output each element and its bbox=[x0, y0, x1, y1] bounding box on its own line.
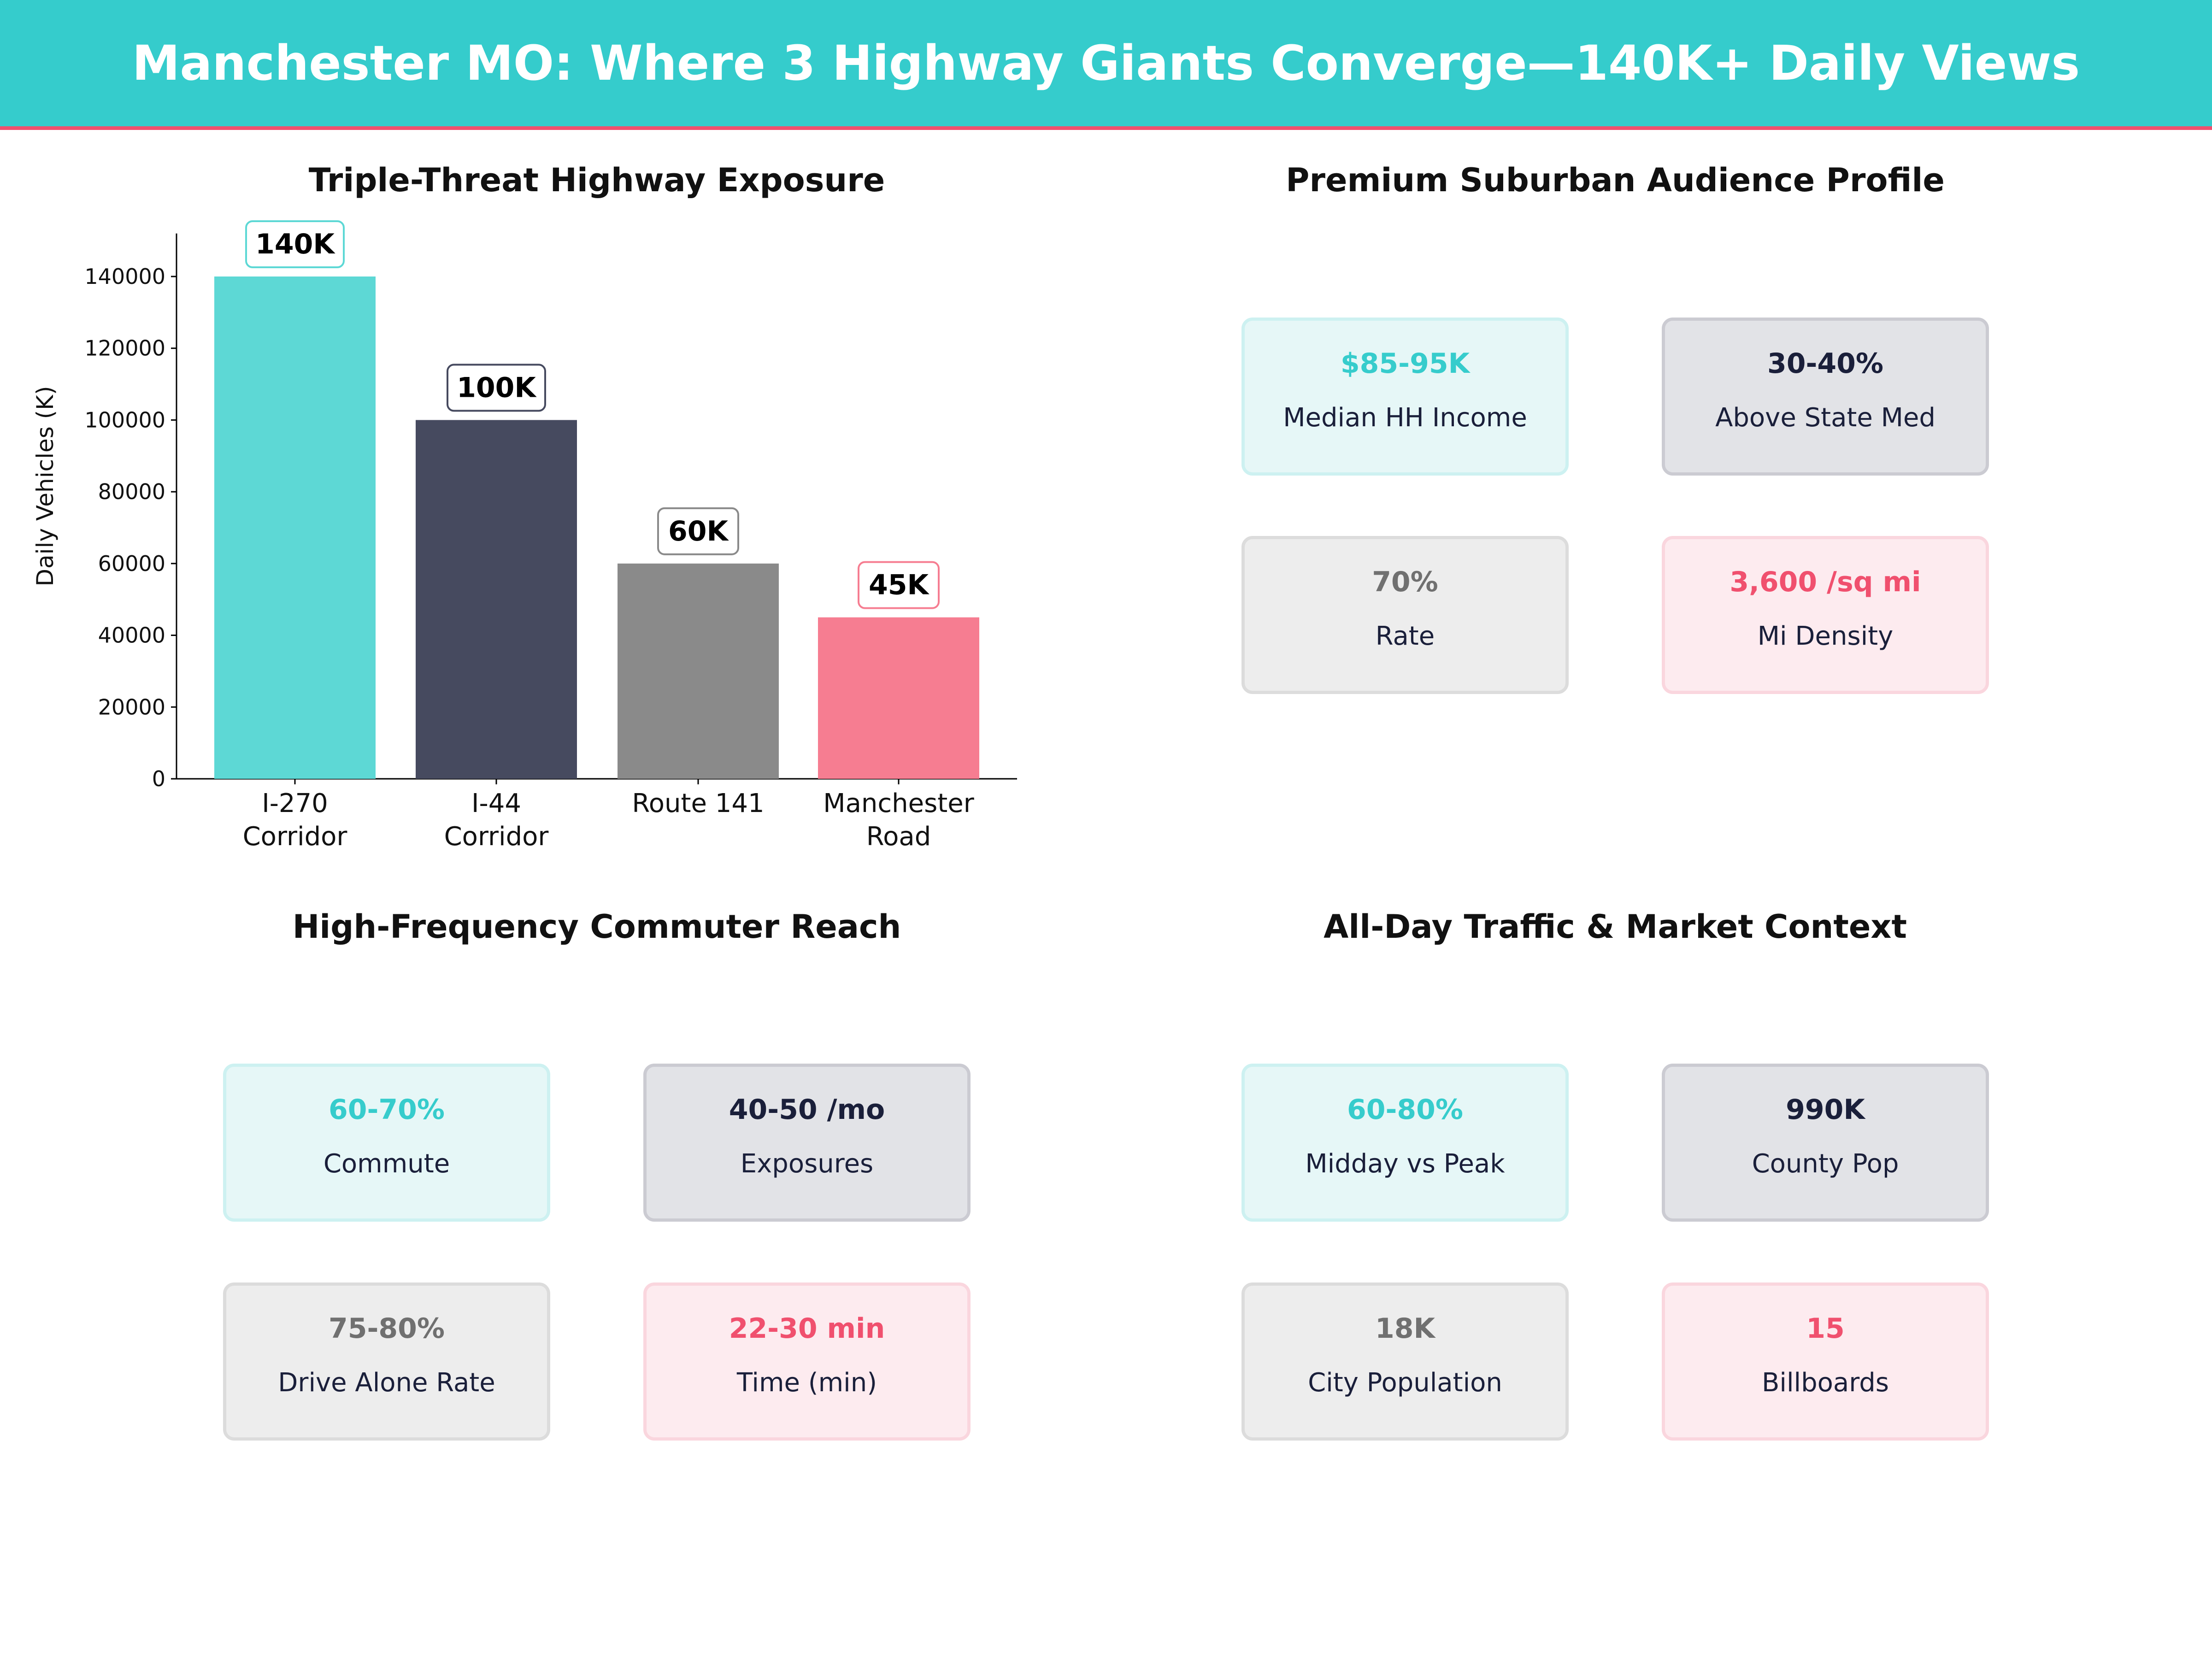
data-label-box bbox=[657, 507, 739, 555]
stat-value: 75-80% bbox=[328, 1312, 445, 1345]
stat-value: 70% bbox=[1372, 566, 1438, 598]
x-tick-label: I-44 bbox=[471, 788, 521, 818]
data-label-box bbox=[245, 220, 345, 268]
y-tick-label: 40000 bbox=[98, 623, 165, 648]
chart-title: Triple-Threat Highway Exposure bbox=[308, 161, 885, 199]
stat-label: Time (min) bbox=[736, 1368, 877, 1398]
x-tick-label: Route 141 bbox=[632, 788, 764, 818]
y-tick-label: 140000 bbox=[84, 264, 165, 289]
bar bbox=[416, 420, 577, 779]
y-tick-label: 20000 bbox=[98, 694, 165, 719]
x-tick-label: Corridor bbox=[243, 822, 348, 852]
stat-label: Rate bbox=[1375, 621, 1435, 651]
stat-value: $85-95K bbox=[1340, 347, 1470, 380]
stat-card: 3,600 /sq mi Mi Density bbox=[1662, 536, 1989, 694]
stat-label: Above State Med bbox=[1715, 403, 1936, 433]
stat-value: 60-70% bbox=[328, 1094, 445, 1126]
stat-label: Commute bbox=[323, 1149, 450, 1179]
stat-label: Exposures bbox=[740, 1149, 874, 1179]
stat-card: 990K County Pop bbox=[1662, 1064, 1989, 1222]
stat-card: 60-80% Midday vs Peak bbox=[1241, 1064, 1569, 1222]
stat-label: City Population bbox=[1308, 1368, 1502, 1398]
bar bbox=[618, 563, 779, 779]
y-tick-label: 0 bbox=[152, 766, 165, 791]
stat-value: 22-30 min bbox=[729, 1312, 885, 1345]
stat-value: 15 bbox=[1806, 1312, 1845, 1345]
y-tick-label: 100000 bbox=[84, 407, 165, 432]
y-tick-label: 120000 bbox=[84, 336, 165, 361]
stat-card: 40-50 /mo Exposures bbox=[643, 1064, 971, 1222]
stat-card: 18K City Population bbox=[1241, 1282, 1569, 1441]
stat-value: 30-40% bbox=[1767, 347, 1883, 380]
stat-value: 990K bbox=[1786, 1094, 1865, 1126]
stat-card: 70% Rate bbox=[1241, 536, 1569, 694]
stat-label: County Pop bbox=[1752, 1149, 1899, 1179]
stat-card: 30-40% Above State Med bbox=[1662, 318, 1989, 476]
stat-card: $85-95K Median HH Income bbox=[1241, 318, 1569, 476]
stat-card: 22-30 min Time (min) bbox=[643, 1282, 971, 1441]
bar-chart: 0 20000 40000 60000 80000 100000 120000 140000 D… bbox=[32, 220, 1017, 852]
header-banner: Manchester MO: Where 3 Highway Giants Co… bbox=[0, 0, 2212, 130]
data-label: 140K bbox=[255, 228, 335, 260]
page-title: Manchester MO: Where 3 Highway Giants Co… bbox=[132, 35, 2080, 91]
stat-card: 75-80% Drive Alone Rate bbox=[223, 1282, 550, 1441]
data-label: 100K bbox=[457, 371, 537, 404]
data-label: 45K bbox=[869, 569, 930, 601]
data-label-box bbox=[447, 364, 546, 412]
x-tick-label: I-270 bbox=[262, 788, 328, 818]
stat-value: 18K bbox=[1375, 1312, 1435, 1345]
x-tick-label: Manchester bbox=[823, 788, 974, 818]
stat-value: 3,600 /sq mi bbox=[1730, 566, 1921, 598]
panel-title-audience: Premium Suburban Audience Profile bbox=[1286, 161, 1945, 199]
panel-title-commuter: High-Frequency Commuter Reach bbox=[292, 908, 901, 946]
x-tick-label: Corridor bbox=[444, 822, 549, 852]
stat-label: Midday vs Peak bbox=[1305, 1149, 1505, 1179]
data-label: 60K bbox=[668, 515, 729, 547]
panel-title-market: All-Day Traffic & Market Context bbox=[1324, 908, 1907, 946]
x-tick-label: Road bbox=[866, 822, 931, 852]
stat-label: Drive Alone Rate bbox=[278, 1368, 495, 1398]
stat-value: 60-80% bbox=[1347, 1094, 1463, 1126]
stat-label: Billboards bbox=[1762, 1368, 1889, 1398]
data-label-box bbox=[858, 561, 940, 609]
y-tick-label: 80000 bbox=[98, 479, 165, 504]
stat-card: 60-70% Commute bbox=[223, 1064, 550, 1222]
stat-value: 40-50 /mo bbox=[729, 1094, 885, 1126]
bar bbox=[214, 276, 376, 779]
bar bbox=[818, 617, 979, 779]
y-axis-label: Daily Vehicles (K) bbox=[32, 386, 59, 587]
stat-card: 15 Billboards bbox=[1662, 1282, 1989, 1441]
stat-label: Mi Density bbox=[1757, 621, 1894, 651]
y-tick-label: 60000 bbox=[98, 551, 165, 576]
stat-label: Median HH Income bbox=[1283, 403, 1527, 433]
